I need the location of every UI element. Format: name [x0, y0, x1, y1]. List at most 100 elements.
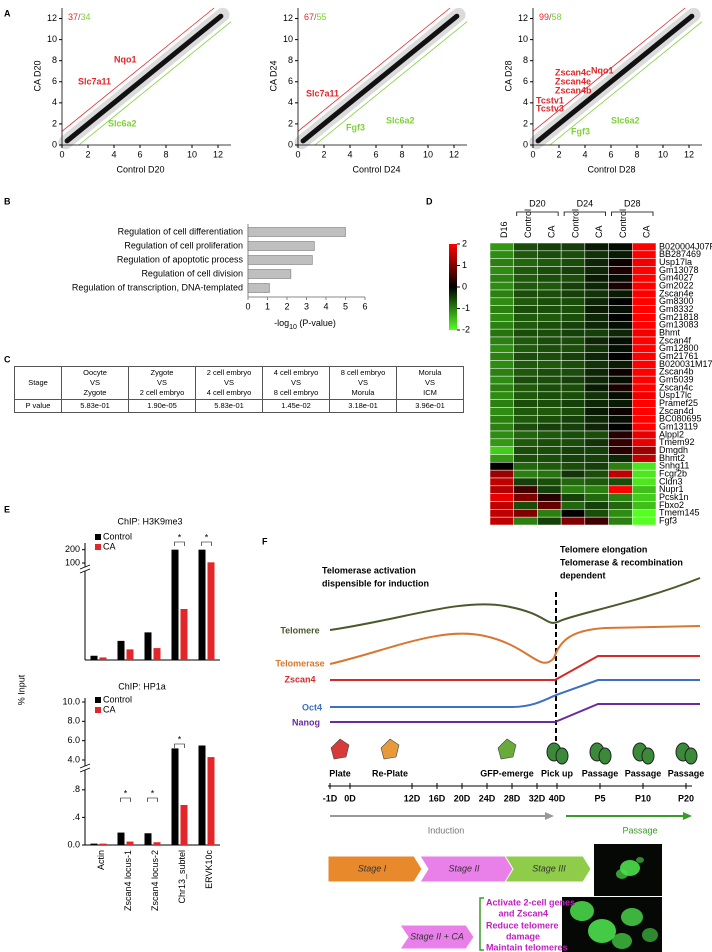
up-threshold	[61, 7, 215, 132]
category-label: Regulation of transcription, DNA-templat…	[72, 282, 243, 292]
heatmap-cell	[560, 493, 586, 502]
heatmap-cell	[632, 375, 657, 385]
heatmap-cell	[584, 399, 609, 408]
heatmap-cell	[560, 375, 586, 385]
heatmap-cell	[489, 289, 514, 299]
heatmap-cell	[513, 430, 538, 440]
heatmap-cell	[632, 469, 657, 479]
heatmap-cell	[489, 415, 514, 424]
header-line: Oocyte	[83, 368, 107, 377]
heatmap-cell	[632, 516, 657, 526]
x-tick-label: 10	[658, 149, 668, 159]
group-bracket	[563, 211, 606, 216]
heatmap-cell	[584, 415, 609, 424]
heatmap-cell	[584, 509, 609, 518]
row-label: Zscan4b	[659, 367, 694, 377]
heatmap-cell	[584, 313, 609, 322]
heatmap-cell	[560, 477, 586, 487]
group-bracket	[611, 211, 654, 216]
colorbar-tick-label: 0	[462, 281, 467, 291]
heatmap-cell	[489, 336, 514, 346]
heatmap-cell	[537, 266, 562, 275]
heatmap-cell	[537, 289, 562, 299]
row-label: Gm21761	[659, 351, 699, 361]
heatmap-cell	[537, 430, 562, 440]
heatmap-cell	[608, 501, 633, 510]
header-line: ICM	[423, 388, 437, 397]
y-tick-label: 4	[52, 97, 57, 107]
table-header-cell: 2 cell embryo VS 4 cell embryo	[195, 366, 263, 400]
legend-label: CA	[103, 541, 116, 551]
y-tick-label: 6	[523, 76, 528, 86]
heatmap-cell	[608, 305, 633, 314]
heatmap-cell	[537, 375, 562, 385]
row-label: BB287469	[659, 249, 701, 259]
table-header-cell: Oocyte VS Zygote	[61, 366, 129, 400]
heatmap-cell	[489, 258, 514, 267]
heatmap-cell	[537, 352, 562, 361]
category-label: Actin	[96, 850, 106, 870]
heatmap-cell	[632, 344, 657, 353]
legend-label: Control	[103, 531, 132, 541]
category-label: Zscan4 locus-2	[150, 850, 160, 911]
heatmap-cell	[560, 352, 586, 361]
heatmap-cell	[513, 289, 538, 299]
heatmap-cell	[513, 415, 538, 424]
heatmap-cell	[513, 399, 538, 408]
heatmap-cell	[632, 313, 657, 322]
panel-label: F	[262, 536, 268, 546]
x-tick-label: 4	[347, 149, 352, 159]
heatmap-cell	[537, 313, 562, 322]
heatmap-cell	[608, 258, 633, 267]
heatmap-cell	[560, 415, 586, 424]
stage-label: Stage I	[358, 863, 387, 873]
table-cell: 5.83e-01	[195, 399, 263, 413]
panel-label: E	[4, 504, 10, 514]
heatmap-cell	[632, 336, 657, 346]
significance-bracket	[147, 797, 158, 802]
y-tick-label: 8.0	[67, 716, 80, 726]
heatmap-cell	[608, 454, 633, 463]
heatmap-cell	[608, 297, 633, 306]
heatmap-cell	[584, 493, 609, 502]
heatmap-cell	[513, 305, 538, 314]
heatmap-cell	[513, 352, 538, 361]
legend-swatch	[95, 707, 101, 713]
trend-curve	[330, 655, 700, 681]
gene-label-down: Fgf3	[346, 122, 365, 132]
heatmap-cell	[513, 422, 538, 432]
row-label: Cldn3	[659, 476, 683, 486]
heatmap-cell	[560, 305, 586, 314]
bar	[99, 843, 107, 845]
heatmap-cell	[537, 328, 562, 338]
p-value-table: Stage Oocyte VS Zygote Zygote VS 2 cell embryo…	[14, 366, 464, 413]
y-tick-label: 10	[47, 34, 57, 44]
header-line: VS	[89, 378, 100, 387]
heatmap-cell	[560, 313, 586, 322]
heatmap-cell	[537, 274, 562, 283]
heatmap-cell	[513, 454, 538, 463]
header-line: 4 cell embryo	[206, 388, 252, 397]
heatmap-cell	[537, 485, 562, 494]
heatmap-cell	[489, 250, 514, 259]
heatmap-cell	[513, 407, 538, 416]
gfp-colony	[570, 901, 594, 921]
heatmap-cell	[489, 313, 514, 322]
x-tick-label: 6	[608, 149, 613, 159]
table-header-cell: Morula VS ICM	[396, 366, 464, 400]
heatmap-cell	[489, 485, 514, 494]
point-cloud	[300, 13, 460, 144]
heatmap-cell	[608, 360, 633, 369]
effect-label: and Zscan4	[498, 908, 548, 918]
heatmap-cell	[537, 391, 562, 400]
heatmap-cell	[537, 242, 562, 252]
heatmap-cell	[632, 250, 657, 259]
curve-label: Zscan4	[284, 674, 315, 684]
significance-mark: *	[124, 788, 128, 798]
down-threshold	[78, 21, 232, 146]
heatmap-cell	[513, 321, 538, 330]
heatmap-cell	[489, 501, 514, 510]
up-count: 37	[68, 12, 78, 22]
group-bracket	[516, 211, 559, 216]
heatmap-cell	[632, 368, 657, 377]
